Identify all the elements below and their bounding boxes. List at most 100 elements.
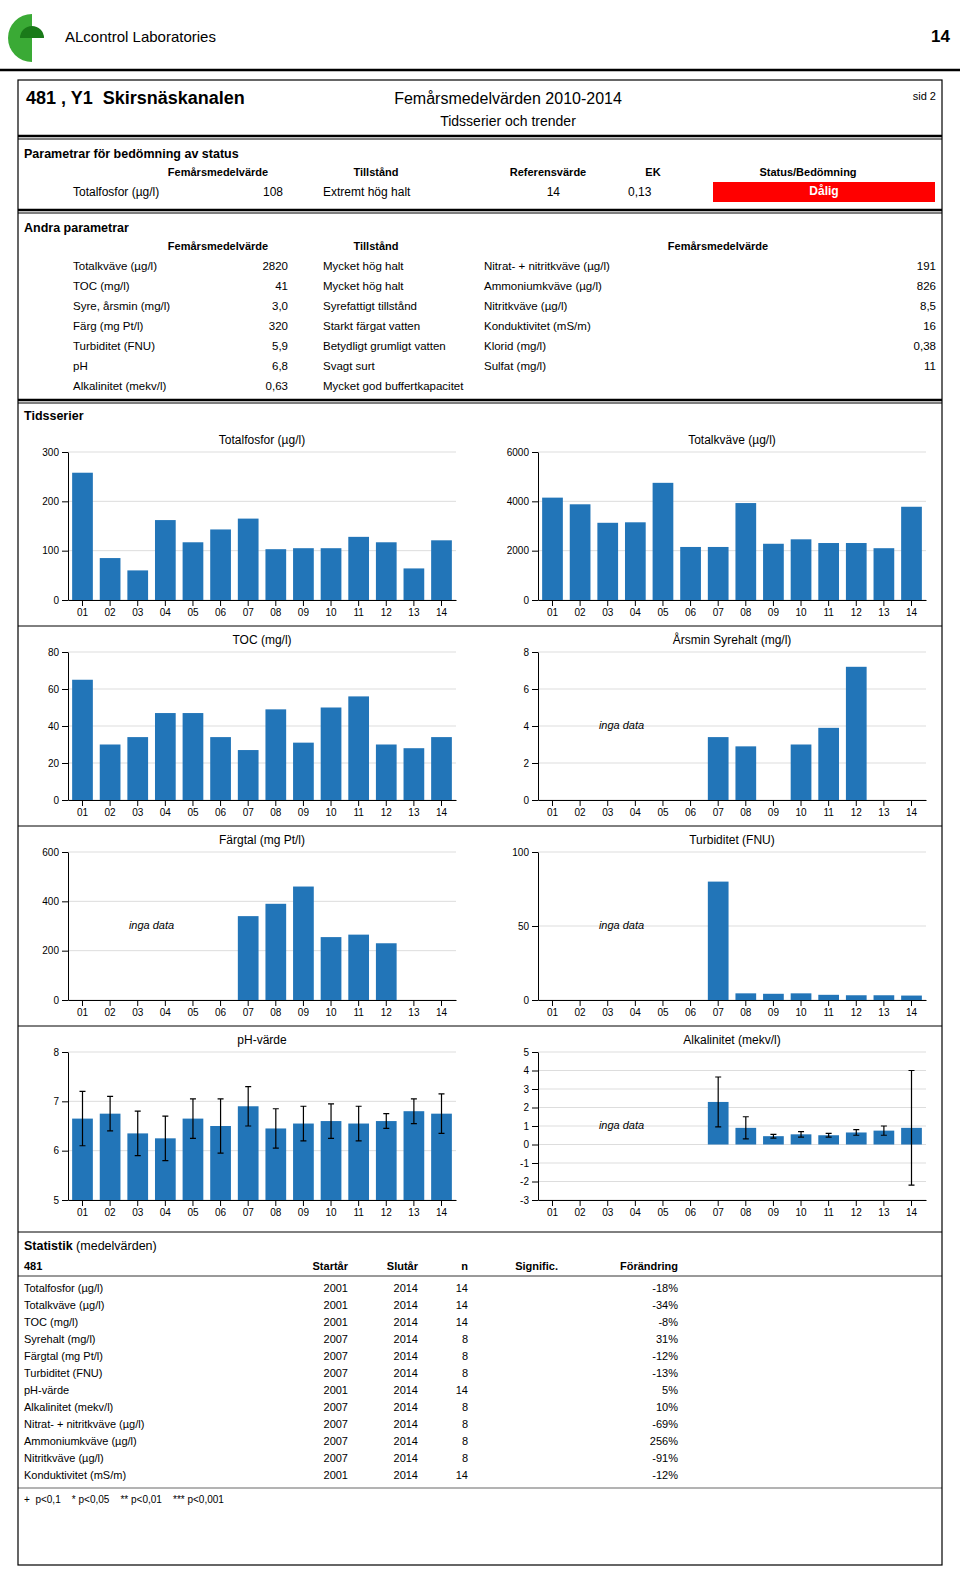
tick-mark [62,1200,68,1201]
tick-label: 08 [270,1207,282,1218]
table-cell: Extremt hög halt [323,185,411,199]
tick-label: 09 [298,807,310,818]
table-cell: Svagt surt [323,360,376,372]
tick-label: 03 [132,1207,144,1218]
tick: 10 [325,600,337,618]
tick-mark [856,1000,857,1006]
table-header: Tillstånd [353,240,398,252]
tick: 07 [243,600,255,618]
chart-title: Alkalinitet (mekv/l) [683,1033,780,1047]
tick: 80 [48,647,68,658]
table-cell: Nitrat- + nitritkväve (µg/l) [484,260,610,272]
tick-mark [248,1200,249,1206]
table-cell: 14 [456,1282,468,1294]
bar [735,746,756,800]
bar [293,548,314,600]
tick-mark [552,1000,553,1006]
tick-label: 07 [243,607,255,618]
tick-mark [386,1000,387,1006]
tick-label: 02 [575,1007,587,1018]
error-bar [770,1134,776,1138]
bar [542,498,563,600]
tick-mark [62,800,68,801]
tick: 200 [42,496,68,507]
table-cell: 14 [547,185,561,199]
marks [72,473,452,600]
tick-mark [82,800,83,806]
tick: 02 [575,600,587,618]
tick-label: 01 [77,1007,89,1018]
grid-line [538,1052,926,1053]
tick-mark [386,600,387,606]
error-bar [411,1099,417,1124]
axis-line [69,600,457,601]
tick-label: 13 [878,1007,890,1018]
error-bar [798,1132,804,1138]
tick: 13 [878,1200,890,1218]
tick: 12 [381,600,393,618]
tick-label: 02 [105,807,117,818]
error-bar [715,1077,721,1127]
table-cell: 8 [462,1401,468,1413]
tick-mark [801,600,802,606]
tick-label: 09 [298,1007,310,1018]
table-cell: Turbiditet (FNU) [73,340,155,352]
tick-mark [62,1000,68,1001]
tick: 12 [851,600,863,618]
tick-label: 09 [768,807,780,818]
tick-label: 06 [215,1007,227,1018]
table-cell: Klorid (mg/l) [484,340,546,352]
table-cell: -34% [652,1299,678,1311]
chart-title: TOC (mg/l) [232,633,291,647]
tick: 08 [740,600,752,618]
axis-line [69,1000,457,1001]
tick-label: 14 [906,1007,918,1018]
bar [846,543,867,600]
tick: 40 [48,721,68,732]
tick-mark [331,1000,332,1006]
tick-mark [413,800,414,806]
tick-mark [773,1000,774,1006]
grid [538,852,926,1000]
x-axis: 0102030405060708091011121314 [69,1200,457,1218]
tick-label: 10 [795,1207,807,1218]
table-header: Förändring [620,1260,678,1272]
tick-label: 01 [77,1207,89,1218]
tick-label: 12 [381,807,393,818]
tick-mark [275,600,276,606]
axis-line [68,853,69,1001]
error-bar [162,1116,168,1160]
tick: 2 [523,758,538,769]
axis-line [539,1200,927,1201]
tick: 6000 [507,447,538,458]
grid [538,652,926,800]
divider [18,402,942,403]
table-cell: Mycket hög halt [323,260,404,272]
table-cell: Mycket god buffertkapacitet [323,380,464,392]
tick-label: 200 [42,496,59,507]
tick-mark [441,600,442,606]
tick-label: 10 [325,607,337,618]
tick-label: 04 [630,1007,642,1018]
tick-mark [635,800,636,806]
grid-line [68,852,456,853]
tick: 06 [215,600,227,618]
tick-label: 08 [740,1007,752,1018]
tick-mark [532,1071,538,1072]
tick-mark [165,1000,166,1006]
error-bar [743,1117,749,1139]
tick: 03 [602,1200,614,1218]
axis-line [68,653,69,801]
bar [72,680,93,800]
tick-mark [441,1000,442,1006]
tick: 13 [408,1200,420,1218]
tick-mark [165,1200,166,1206]
section-title: Parametrar för bedömning av status [24,147,239,161]
tick-label: 0 [53,595,59,606]
tick-label: 11 [353,807,364,818]
tick-label: 01 [77,807,89,818]
tick-label: 14 [436,1007,448,1018]
tick-label: 13 [408,1207,420,1218]
grid-line [68,726,456,727]
axis-line [538,853,539,1001]
